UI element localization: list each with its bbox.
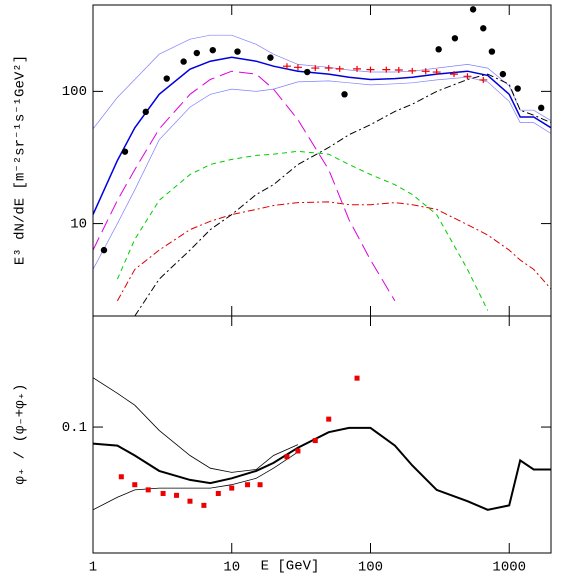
y-tick-label: 10	[70, 216, 87, 232]
data-point	[174, 492, 180, 498]
curve	[93, 76, 551, 270]
curve	[93, 377, 299, 473]
y-axis-label: φ₊ / (φ₋+φ₊)	[13, 384, 29, 485]
data-point	[435, 46, 442, 53]
x-tick-label: 100	[358, 560, 383, 576]
data-point	[304, 68, 311, 76]
data-point	[201, 502, 207, 508]
data-point	[488, 48, 496, 55]
data-point	[408, 67, 417, 74]
data-point	[282, 63, 291, 70]
data-point	[311, 65, 320, 72]
data-point	[538, 104, 545, 112]
data-point	[366, 66, 375, 73]
curve	[93, 426, 551, 511]
curve	[93, 70, 396, 302]
x-tick-label: 1	[89, 560, 97, 576]
data-point	[353, 65, 362, 72]
data-point	[209, 46, 216, 54]
data-point	[145, 487, 151, 493]
data-point	[312, 438, 318, 444]
data-point	[132, 482, 138, 488]
plot-frame	[92, 315, 552, 554]
data-point	[432, 69, 441, 76]
data-point	[160, 490, 166, 496]
data-point	[295, 448, 301, 454]
data-point	[293, 64, 302, 71]
data-point	[180, 58, 187, 65]
data-point	[480, 25, 487, 32]
data-point	[354, 375, 360, 381]
curve	[93, 451, 299, 511]
data-point	[267, 54, 274, 61]
data-point	[499, 70, 507, 78]
data-point	[469, 6, 477, 13]
data-point	[463, 73, 472, 80]
data-point	[187, 498, 193, 504]
data-point	[215, 490, 221, 496]
data-point	[245, 482, 251, 488]
y-axis-label: E³ dN/dE [m⁻²sr⁻¹s⁻¹GeV²]	[13, 55, 29, 265]
y-tick-label: 100	[62, 84, 87, 100]
plot-frame	[92, 4, 552, 317]
data-point	[341, 91, 348, 98]
data-point	[100, 246, 108, 254]
data-point	[382, 66, 391, 73]
data-point	[451, 35, 459, 42]
data-point	[514, 85, 521, 92]
data-point	[335, 65, 344, 72]
y-tick-label: 0.1	[62, 420, 87, 436]
curve	[93, 34, 551, 130]
x-tick-label: 10	[223, 560, 240, 576]
curve	[93, 56, 551, 215]
data-point	[118, 474, 124, 480]
data-point	[284, 454, 290, 460]
data-point	[421, 68, 430, 75]
data-point	[324, 65, 333, 72]
data-point	[234, 48, 241, 55]
data-point	[121, 148, 129, 155]
curve	[116, 150, 489, 311]
data-point	[479, 76, 488, 83]
data-point	[326, 416, 332, 422]
curve	[116, 201, 551, 302]
data-point	[450, 71, 459, 78]
data-point	[229, 485, 235, 491]
x-tick-label: 1000	[492, 560, 526, 576]
data-point	[257, 482, 263, 488]
curve	[134, 73, 551, 316]
data-point	[193, 49, 201, 57]
data-point	[163, 75, 170, 82]
data-point	[394, 67, 403, 74]
x-axis-label: E [GeV]	[261, 559, 320, 575]
data-point	[142, 108, 149, 116]
